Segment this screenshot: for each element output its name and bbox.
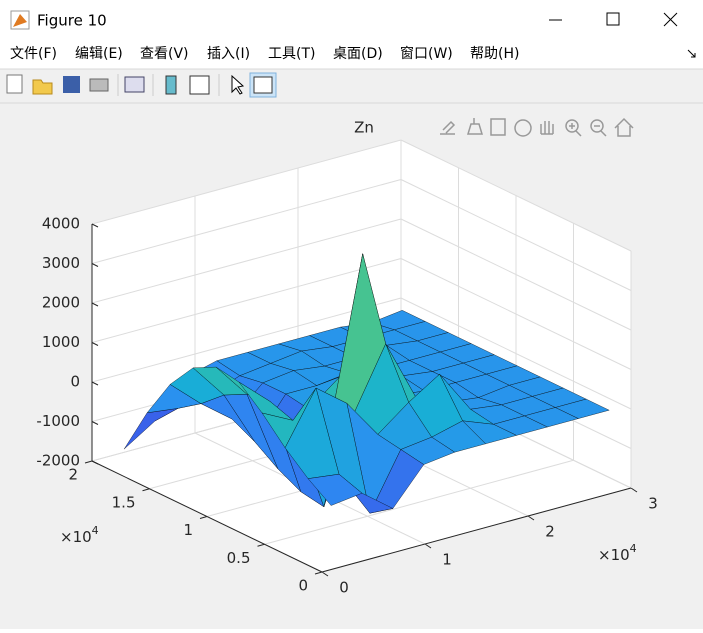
y-tick-label: 1.5	[112, 493, 136, 511]
y-tick-label: 2	[68, 466, 78, 484]
y-tick	[314, 571, 323, 575]
grid-line	[400, 179, 632, 291]
y-tick	[142, 488, 150, 492]
x-tick	[630, 487, 638, 493]
x-tick	[527, 515, 535, 521]
x-tick	[321, 571, 329, 577]
grid-line	[400, 258, 632, 370]
x-tick	[424, 543, 432, 549]
grid-line	[91, 297, 402, 383]
z-tick	[91, 263, 99, 267]
x-tick-label: 2	[545, 523, 555, 541]
open-icon[interactable]	[32, 79, 53, 95]
save-icon[interactable]	[63, 76, 80, 93]
grid-line	[264, 459, 574, 545]
z-tick-label: 4000	[42, 215, 80, 233]
y-tick-label: 1	[183, 521, 193, 539]
x-tick-label: 3	[648, 495, 658, 513]
z-tick-label: 0	[70, 373, 80, 391]
menu-item[interactable]: 查看(V)	[140, 46, 189, 62]
menu-bar: 文件(F) 编辑(E) 查看(V) 插入(I) 工具(T) 桌面(D) 窗口(W) 帮助(H)	[10, 45, 519, 62]
grid-line	[91, 258, 402, 343]
property-editor-glyph	[253, 76, 273, 94]
z-tick-label: -1000	[36, 412, 80, 430]
colorbar-icon[interactable]	[165, 75, 177, 95]
data-tip-icon[interactable]	[466, 118, 484, 135]
y-tick	[257, 543, 265, 547]
axes: 012300.511.52-2000-100001000200030004000…	[36, 139, 658, 597]
menu-item[interactable]: 窗口(W)	[400, 45, 453, 62]
chart-title: Zn	[354, 119, 374, 137]
toolbar	[6, 72, 277, 98]
y-tick-label: 0	[298, 577, 308, 595]
grid-line	[91, 179, 402, 264]
x-tick-label: 0	[339, 579, 349, 597]
grid-line	[91, 218, 402, 304]
legend-toggle-icon[interactable]	[490, 118, 506, 136]
link-icon[interactable]	[124, 76, 145, 93]
z-tick-label: 1000	[42, 333, 80, 351]
axis-multiplier: ×104	[60, 524, 99, 546]
z-tick	[91, 381, 99, 386]
multiplier-base: ×10	[60, 528, 92, 546]
axes-toolbar	[440, 117, 634, 137]
home-icon[interactable]	[614, 117, 634, 137]
legend-icon[interactable]	[189, 75, 210, 95]
grid-line	[400, 218, 632, 331]
new-icon[interactable]	[6, 74, 23, 94]
close-button[interactable]	[663, 12, 678, 27]
grid-line	[400, 297, 632, 410]
x-tick-label: 1	[442, 551, 452, 569]
z-tick	[91, 223, 99, 228]
axis-line	[91, 460, 323, 573]
zoom-out-icon[interactable]	[590, 119, 604, 133]
y-tick	[84, 460, 93, 464]
title-menu-area	[0, 0, 703, 69]
zoom-in-icon[interactable]	[565, 119, 579, 133]
app-icon	[10, 10, 30, 30]
multiplier-exponent: 4	[630, 542, 637, 555]
surface-patch	[307, 473, 363, 506]
brush-icon[interactable]	[440, 120, 456, 135]
menu-item[interactable]: 工具(T)	[268, 46, 315, 62]
rotate-icon[interactable]	[514, 119, 532, 137]
menu-item[interactable]: 插入(I)	[207, 46, 250, 62]
menu-item[interactable]: 文件(F)	[10, 46, 57, 62]
grid-line	[400, 139, 632, 252]
print-icon[interactable]	[89, 78, 109, 92]
menu-item[interactable]: 编辑(E)	[75, 46, 123, 62]
z-tick	[91, 302, 99, 307]
axis-line	[321, 487, 632, 573]
z-tick-label: 3000	[42, 254, 80, 272]
grid-line	[91, 139, 402, 225]
z-tick-label: 2000	[42, 294, 80, 312]
z-tick	[91, 421, 99, 425]
z-tick	[91, 342, 99, 346]
y-tick	[199, 516, 208, 519]
y-tick-label: 0.5	[227, 549, 251, 567]
maximize-button[interactable]	[606, 12, 620, 26]
window-title: Figure 10	[37, 12, 107, 30]
multiplier-base: ×10	[598, 546, 630, 564]
menu-item[interactable]: 桌面(D)	[333, 46, 383, 62]
z-tick-label: -2000	[36, 452, 80, 470]
menu-item[interactable]: 帮助(H)	[470, 46, 519, 62]
pointer-icon[interactable]	[231, 74, 245, 95]
multiplier-exponent: 4	[92, 524, 99, 537]
pan-icon[interactable]	[540, 121, 554, 135]
axis-multiplier: ×104	[598, 542, 637, 564]
dock-arrow[interactable]	[687, 49, 696, 58]
